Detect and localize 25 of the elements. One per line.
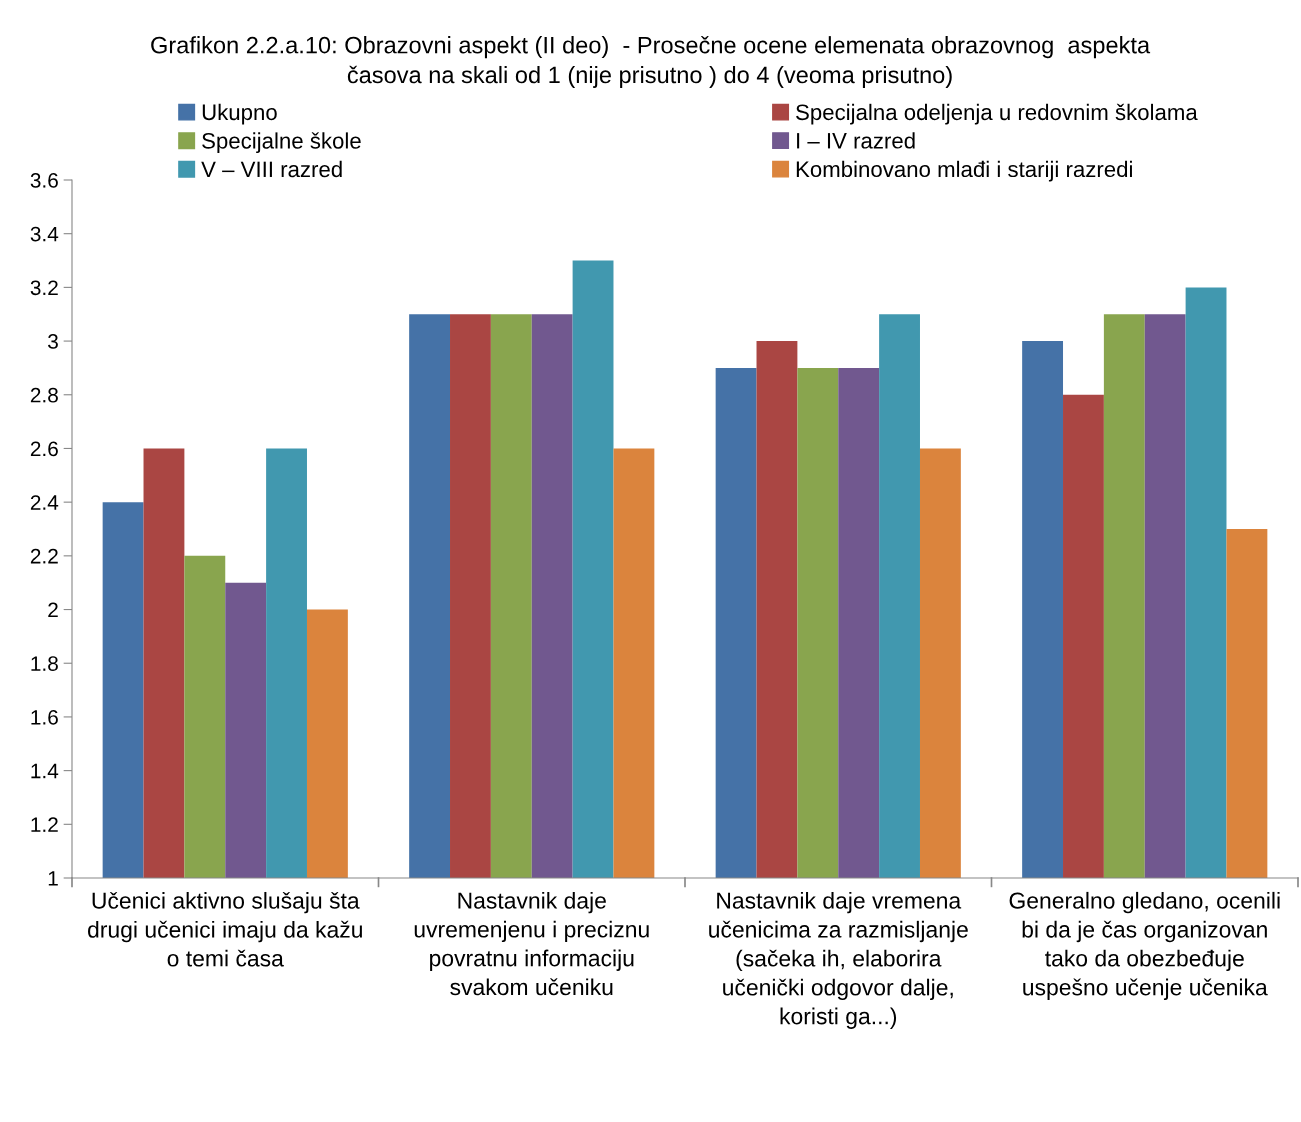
legend-label: Ukupno [202, 103, 277, 125]
legend-label: I – IV razred [797, 132, 915, 149]
y-tick-label: 1.2 [31, 817, 58, 832]
y-tick-label: 2.2 [30, 548, 58, 564]
y-tick-label: 3.4 [30, 226, 59, 242]
y-tick-label: 2.4 [30, 495, 59, 510]
y-tick-label: 1.6 [31, 709, 58, 725]
y-tick-label: 1.8 [31, 656, 58, 671]
y-tick-label: 1.4 [31, 763, 59, 779]
legend-label: Specijalne škole [202, 132, 361, 154]
y-tick-label: 2.8 [30, 387, 58, 403]
y-tick-label: 2 [48, 602, 58, 618]
x-tick-label: Učenici aktivno slušaju šta drugi učenici imaju da kažu o temi časa [88, 891, 362, 967]
legend-label: Kombinovano mlađi i stariji razredi [796, 160, 1132, 182]
y-tick-label: 3 [48, 334, 58, 349]
y-tick-label: 1 [48, 871, 58, 886]
y-tick-label: 3.2 [30, 280, 58, 296]
y-tick-label: 2.6 [30, 441, 58, 457]
x-tick-label: Nastavnik daje uvremenjenu i preciznu povratnu informaciju svakom učeniku [414, 891, 649, 996]
x-tick-label: Generalno gledano, ocenili bi da je čas organizovan tako da obezbeđuje uspešno učenje učenika [1009, 891, 1280, 1000]
legend-label: Specijalna odeljenja u redovnim školama [796, 103, 1198, 125]
chart-title: Grafikon 2.2.a.10: Obrazovni aspekt (II deo) - Prosečne ocene elemenata obrazovnog aspekta časova na skali od 1 (nije prisutno ) do 4 (veoma prisutno) [151, 36, 1151, 88]
x-tick-label: Nastavnik daje vremena učenicima za razmisljanje (sačeka ih, elaborira učenički odgovor dalje, koristi ga...) [709, 891, 968, 1029]
legend-label: V – VIII razred [201, 160, 342, 178]
y-tick-label: 3.6 [30, 173, 58, 188]
